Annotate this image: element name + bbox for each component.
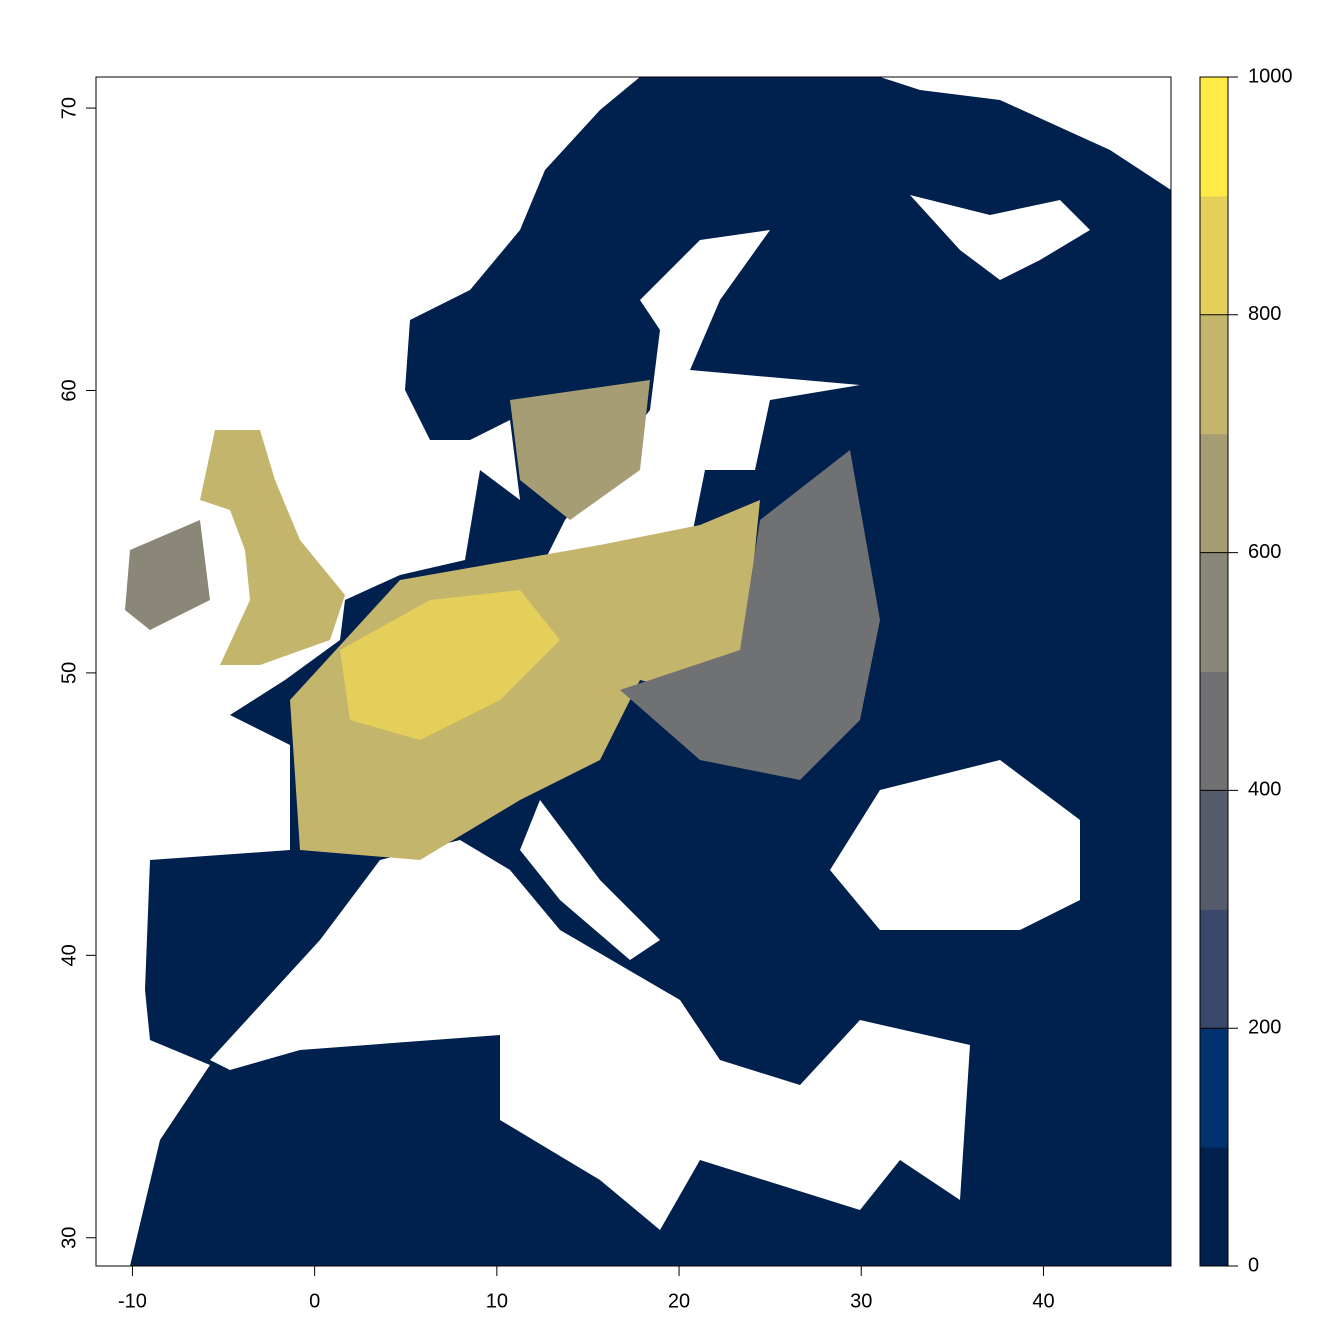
colorbar-tick-label: 200 xyxy=(1248,1016,1281,1038)
white-sea xyxy=(910,195,1090,280)
y-tick-label: 40 xyxy=(58,944,80,966)
colorbar-tick-label: 800 xyxy=(1248,303,1281,325)
x-tick-label: 0 xyxy=(309,1290,320,1312)
x-tick-label: 10 xyxy=(486,1290,508,1312)
y-tick-label: 30 xyxy=(58,1227,80,1249)
x-tick-label: 20 xyxy=(668,1290,690,1312)
colorbar-bin xyxy=(1200,671,1228,791)
atlantic xyxy=(96,77,640,1266)
colorbar-bin xyxy=(1200,909,1228,1029)
x-tick-label: -10 xyxy=(118,1290,147,1312)
mediterranean xyxy=(210,840,970,1230)
scandinavia-south xyxy=(510,380,650,520)
colorbar-tick-label: 0 xyxy=(1248,1254,1259,1276)
colorbar-bin xyxy=(1200,433,1228,554)
central-europe-high xyxy=(340,590,560,740)
x-tick-label: 40 xyxy=(1032,1290,1054,1312)
colorbar-bin xyxy=(1200,195,1228,316)
colorbar-tick-label: 1000 xyxy=(1248,65,1293,87)
colorbar-bin xyxy=(1200,1028,1228,1148)
y-tick-label: 60 xyxy=(58,379,80,401)
colorbar-bin xyxy=(1200,552,1228,672)
map xyxy=(96,77,1171,1266)
x-tick-label: 30 xyxy=(850,1290,872,1312)
great-britain xyxy=(200,430,345,665)
adriatic xyxy=(520,800,660,960)
y-tick-label: 50 xyxy=(58,662,80,684)
ireland xyxy=(125,520,210,630)
arctic xyxy=(880,77,1171,190)
black-sea xyxy=(830,760,1080,930)
colorbar-bin xyxy=(1200,314,1228,435)
colorbar-tick-label: 400 xyxy=(1248,779,1281,801)
y-tick-label: 70 xyxy=(58,97,80,119)
colorbar-bin xyxy=(1200,77,1228,197)
colorbar-tick-label: 600 xyxy=(1248,541,1281,563)
colorbar-bin xyxy=(1200,1147,1228,1267)
east-europe xyxy=(620,450,880,780)
colorbar-bin xyxy=(1200,790,1228,910)
plot-frame xyxy=(95,76,1172,1267)
central-europe xyxy=(290,500,760,860)
